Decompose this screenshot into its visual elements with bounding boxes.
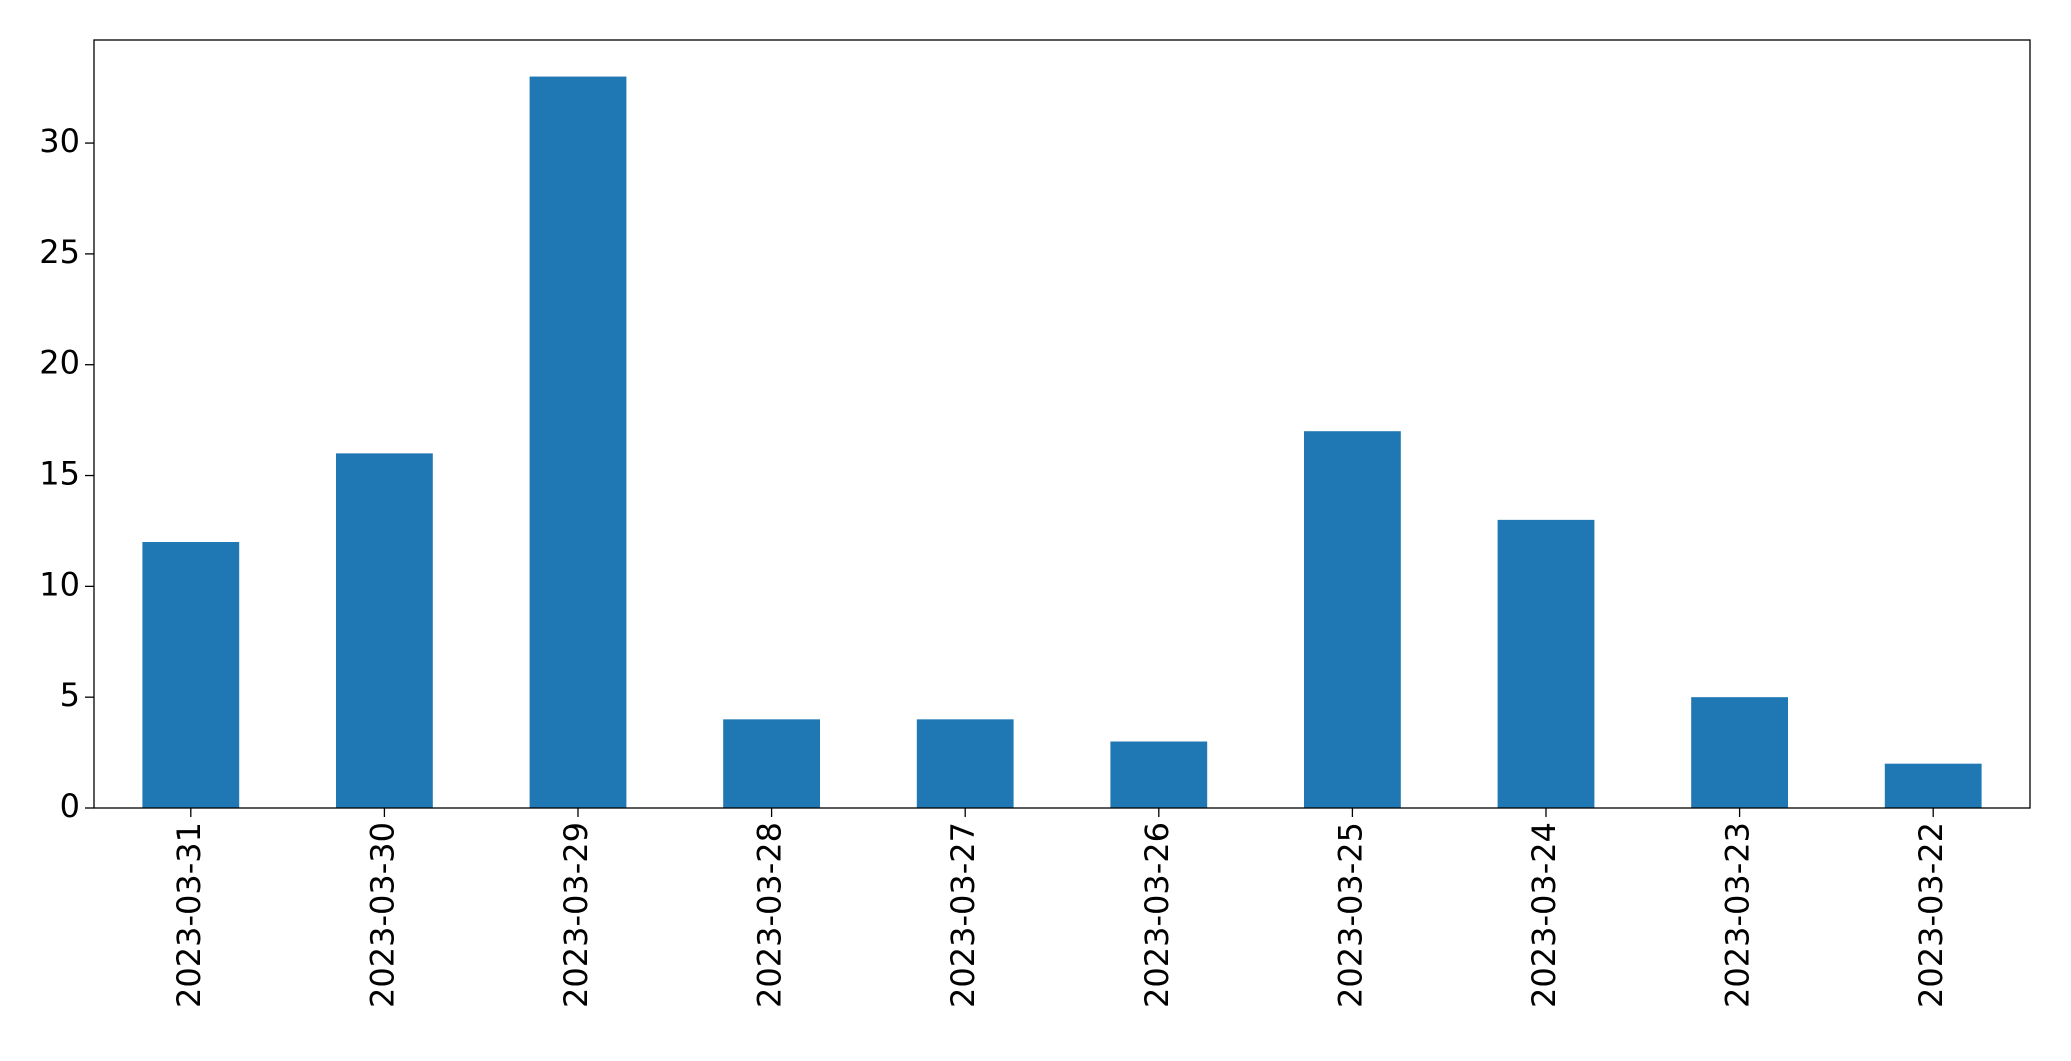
bar bbox=[723, 719, 820, 808]
axes-frame bbox=[93, 39, 2031, 809]
bar bbox=[142, 542, 240, 808]
y-tick-label: 25 bbox=[39, 233, 80, 271]
bar bbox=[336, 453, 433, 808]
x-tick-label: 2023-03-28 bbox=[751, 822, 789, 1008]
x-tick-label: 2023-03-23 bbox=[1719, 822, 1757, 1008]
x-tick-label: 2023-03-22 bbox=[1912, 822, 1950, 1008]
bar bbox=[1110, 741, 1208, 808]
bar bbox=[529, 76, 627, 809]
y-tick-label: 20 bbox=[39, 344, 80, 382]
x-tick-label: 2023-03-27 bbox=[944, 822, 982, 1008]
y-tick-label: 15 bbox=[39, 455, 80, 493]
y-tick-label: 0 bbox=[60, 787, 80, 825]
y-tick-label: 30 bbox=[39, 122, 80, 160]
y-tick-label: 10 bbox=[39, 565, 80, 603]
x-tick-label: 2023-03-31 bbox=[170, 822, 208, 1008]
bar bbox=[1304, 431, 1401, 808]
x-tick-label: 2023-03-29 bbox=[557, 822, 595, 1008]
y-tick-label: 5 bbox=[60, 676, 80, 714]
bar bbox=[916, 719, 1014, 808]
x-tick-label: 2023-03-25 bbox=[1331, 822, 1369, 1008]
bar bbox=[1497, 519, 1595, 808]
x-tick-label: 2023-03-24 bbox=[1525, 822, 1563, 1008]
bar bbox=[1884, 763, 1982, 808]
x-tick-label: 2023-03-26 bbox=[1138, 822, 1176, 1008]
bar bbox=[1691, 697, 1788, 808]
x-tick-label: 2023-03-30 bbox=[363, 822, 401, 1008]
